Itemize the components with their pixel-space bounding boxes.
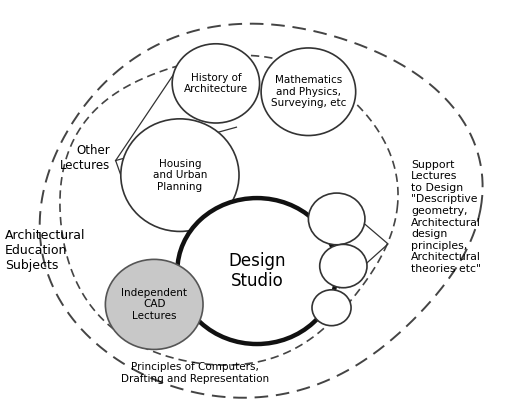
Ellipse shape xyxy=(177,198,337,344)
Ellipse shape xyxy=(308,193,365,245)
Text: Independent
CAD
Lectures: Independent CAD Lectures xyxy=(121,288,187,321)
Ellipse shape xyxy=(261,48,356,136)
Text: Housing
and Urban
Planning: Housing and Urban Planning xyxy=(153,158,207,192)
Ellipse shape xyxy=(105,259,203,349)
Text: Other
Lectures: Other Lectures xyxy=(60,144,111,173)
Text: Mathematics
and Physics,
Surveying, etc: Mathematics and Physics, Surveying, etc xyxy=(271,75,346,108)
Text: Design
Studio: Design Studio xyxy=(228,251,286,291)
Ellipse shape xyxy=(121,119,239,231)
Ellipse shape xyxy=(320,244,367,288)
Text: Principles of Computers,
Drafting and Representation: Principles of Computers, Drafting and Re… xyxy=(121,362,269,384)
Text: History of
Architecture: History of Architecture xyxy=(184,73,248,94)
Ellipse shape xyxy=(312,290,351,326)
Text: Support
Lectures
to Design
"Descriptive
geometry,
Architectural
design
principle: Support Lectures to Design "Descriptive … xyxy=(411,160,481,274)
Text: Architectural
Education
Subjects: Architectural Education Subjects xyxy=(5,229,86,272)
Ellipse shape xyxy=(172,44,260,123)
